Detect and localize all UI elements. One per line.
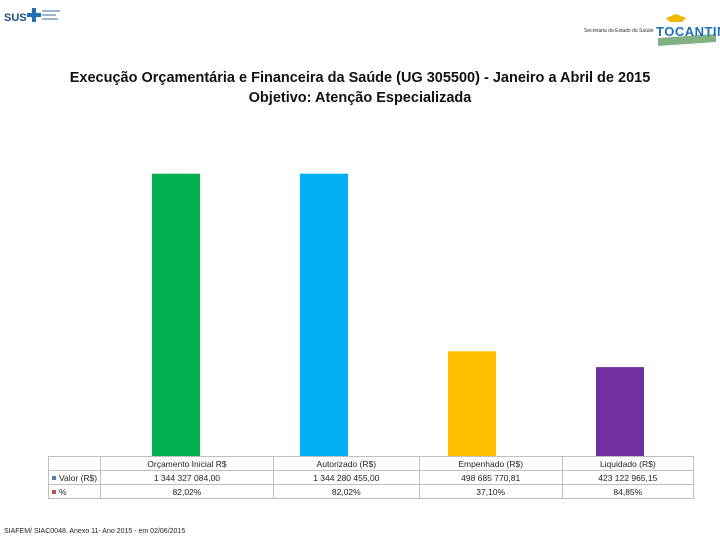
data-table: Orçamento Inicial R$ Autorizado (R$) Emp…: [48, 456, 695, 499]
chart-title-line2: Objetivo: Atenção Especializada: [248, 90, 472, 106]
tocantins-emblem-icon: [658, 14, 716, 46]
bar-2: [300, 173, 348, 456]
data-label: 37,10%: [418, 484, 563, 499]
secretaria-text: Secretaria da Estado da Saúde: [584, 28, 654, 34]
legend-swatch-icon: [52, 476, 56, 481]
series-name: Valor (R$): [59, 472, 98, 483]
table-row: Valor (R$) 1 344 327 084,00 1 344 280 45…: [48, 470, 695, 485]
sus-logo-text: SUS: [4, 12, 27, 24]
data-label: 423 122 965,15: [561, 470, 695, 485]
series-label-valor: Valor (R$): [48, 470, 101, 485]
data-label: 82,02%: [272, 484, 420, 499]
category-label: Orçamento Inicial R$: [100, 456, 274, 471]
source-note: SIAFEM/ SIAC0048. Anexo 11- Ano 2015 - e…: [4, 528, 186, 535]
category-label: Liquidado (R$): [561, 456, 695, 471]
bar-3: [448, 351, 496, 456]
series-label-percent: %: [48, 484, 101, 499]
state-logo: Secretaria da Estado da Saúde TOCANTINS: [584, 12, 720, 48]
bar-4: [596, 367, 644, 456]
table-row: % 82,02% 82,02% 37,10% 84,85%: [48, 484, 695, 499]
data-label: 498 685 770,81: [418, 470, 563, 485]
chart-title-line1: Execução Orçamentária e Financeira da Sa…: [69, 70, 651, 86]
sus-logo-icon: SUS: [4, 8, 60, 24]
state-logo-text: TOCANTINS: [656, 24, 720, 39]
table-header-row: Orçamento Inicial R$ Autorizado (R$) Emp…: [48, 456, 695, 471]
data-label: 1 344 327 084,00: [100, 470, 274, 485]
header: SUS Secretaria da Estado da Saúde TOCANT…: [0, 0, 720, 50]
data-label: 82,02%: [100, 484, 274, 499]
data-label: 1 344 280 455,00: [272, 470, 420, 485]
table-corner-cell: [48, 456, 101, 471]
data-label: 84,85%: [561, 484, 695, 499]
legend-swatch-icon: [52, 490, 56, 495]
category-label: Autorizado (R$): [272, 456, 420, 471]
category-label: Empenhado (R$): [418, 456, 563, 471]
chart-title: Execução Orçamentária e Financeira da Sa…: [0, 68, 720, 108]
series-name: %: [59, 486, 67, 497]
bar-1: [152, 173, 200, 456]
